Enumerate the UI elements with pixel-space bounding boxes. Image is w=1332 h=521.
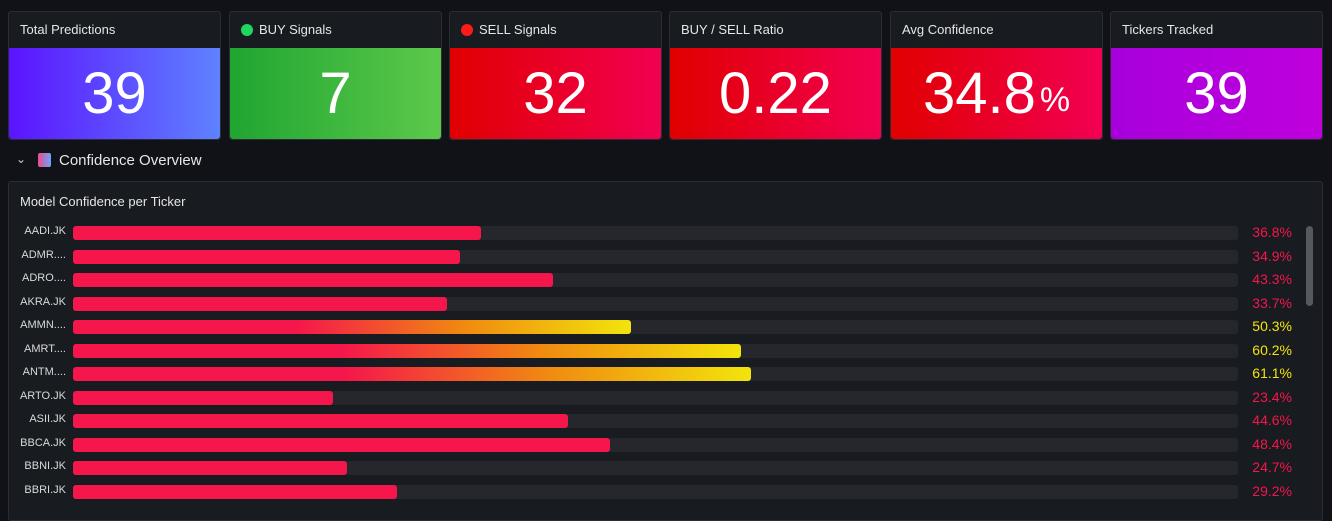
bar — [73, 273, 554, 287]
ticker-label: BBRI.JK — [24, 483, 66, 496]
ticker-label: AMMN.... — [20, 319, 66, 331]
stat-title: BUY Signals — [259, 22, 332, 37]
stat-panel: Tickers Tracked 39 — [1110, 11, 1323, 140]
stat-value: 32 — [523, 61, 588, 126]
value-label: 60.2% — [1252, 341, 1292, 358]
section-icon — [38, 153, 51, 167]
panel-title: Model Confidence per Ticker — [20, 194, 186, 209]
stat-unit: % — [1039, 81, 1071, 119]
stat-value: 0.22 — [719, 61, 832, 126]
value-label: 23.4% — [1252, 388, 1292, 405]
stat-body: 34.8% — [891, 48, 1102, 139]
ticker-label: AMRT.... — [24, 342, 66, 355]
stat-body: 39 — [1111, 48, 1322, 139]
value-label: 50.3% — [1252, 318, 1292, 334]
stat-body: 0.22 — [670, 48, 881, 139]
collapse-chevron[interactable]: ⌄ — [16, 152, 27, 166]
bar — [73, 367, 751, 381]
ticker-label: AADI.JK — [24, 225, 66, 237]
stat-body: 32 — [450, 48, 661, 139]
stat-panel: BUY Signals 7 — [229, 11, 442, 140]
value-label: 33.7% — [1252, 294, 1292, 311]
bar — [73, 390, 333, 405]
status-dot — [461, 23, 473, 36]
ticker-label: BBNI.JK — [24, 460, 66, 472]
bar-track — [73, 390, 1238, 405]
stat-title: Tickers Tracked — [1122, 22, 1214, 37]
ticker-label: ADRO.... — [21, 272, 66, 284]
value-label: 24.7% — [1252, 459, 1292, 475]
bar — [73, 437, 610, 452]
stat-value: 39 — [1184, 61, 1249, 126]
ticker-label: ASII.JK — [29, 413, 66, 425]
bar — [73, 249, 461, 264]
stat-panel: Total Predictions 39 — [8, 11, 221, 140]
stat-title: Total Predictions — [20, 22, 116, 37]
stat-body: 39 — [9, 48, 220, 139]
status-dot — [241, 23, 253, 36]
dashboard: Total Predictions 39 BUY Signals 7 SELL Sign… — [8, 11, 1323, 521]
stat-header: SELL Signals — [461, 22, 557, 37]
section-title[interactable]: Confidence Overview — [59, 152, 202, 169]
value-label: 48.4% — [1252, 435, 1292, 452]
bar — [73, 343, 741, 358]
value-label: 36.8% — [1252, 224, 1292, 240]
value-label: 34.9% — [1252, 247, 1292, 264]
stat-header: BUY Signals — [241, 22, 332, 37]
bar-track — [73, 461, 1238, 475]
stat-title: Avg Confidence — [902, 22, 994, 37]
bar — [73, 484, 397, 499]
value-label: 29.2% — [1252, 482, 1292, 499]
stat-value: 34.8 — [922, 61, 1036, 126]
value-label: 43.3% — [1252, 271, 1292, 287]
bar — [73, 461, 348, 475]
stat-header: Avg Confidence — [902, 22, 994, 37]
stat-header: Tickers Tracked — [1122, 22, 1213, 37]
stat-body: 7 — [230, 48, 441, 139]
ticker-label: ADMR.... — [21, 248, 66, 261]
stat-title: BUY / SELL Ratio — [681, 22, 784, 37]
stat-title: SELL Signals — [479, 22, 557, 37]
stat-header: Total Predictions — [20, 22, 115, 37]
ticker-label: ANTM.... — [22, 366, 66, 378]
bar — [73, 414, 568, 428]
scrollbar[interactable] — [1306, 226, 1313, 306]
value-label: 44.6% — [1252, 412, 1292, 428]
bar — [73, 226, 482, 240]
gauge-panel: Model Confidence per Ticker AADI.JK 36.8%… — [8, 181, 1323, 521]
stat-header: BUY / SELL Ratio — [681, 22, 784, 37]
stat-panel: SELL Signals 32 — [449, 11, 662, 140]
ticker-label: AKRA.JK — [20, 295, 66, 308]
bar — [73, 296, 447, 311]
ticker-label: ARTO.JK — [19, 389, 66, 402]
stat-value: 39 — [82, 61, 147, 126]
bar — [73, 320, 632, 334]
value-label: 61.1% — [1252, 365, 1292, 381]
stat-panel: BUY / SELL Ratio 0.22 — [669, 11, 882, 140]
stat-value: 7 — [319, 61, 352, 126]
ticker-label: BBCA.JK — [20, 436, 66, 449]
stat-panel: Avg Confidence 34.8% — [890, 11, 1103, 140]
